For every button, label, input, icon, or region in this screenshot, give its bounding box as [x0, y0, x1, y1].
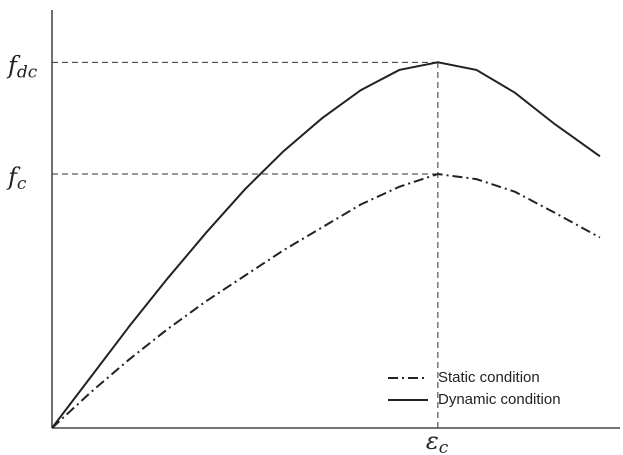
legend-label: Dynamic condition	[438, 391, 561, 408]
legend-label: Static condition	[438, 369, 540, 386]
y-tick-label: fc	[6, 163, 27, 194]
tick-subscript: dc	[17, 62, 38, 82]
x-tick-label: εc	[426, 427, 449, 455]
series-line	[51, 61, 601, 429]
tick-subscript: c	[439, 438, 449, 455]
y-tick-label: fdc	[6, 51, 38, 82]
tick-symbol: ε	[426, 427, 439, 455]
series-line	[51, 173, 601, 429]
tick-subscript: c	[17, 174, 27, 194]
